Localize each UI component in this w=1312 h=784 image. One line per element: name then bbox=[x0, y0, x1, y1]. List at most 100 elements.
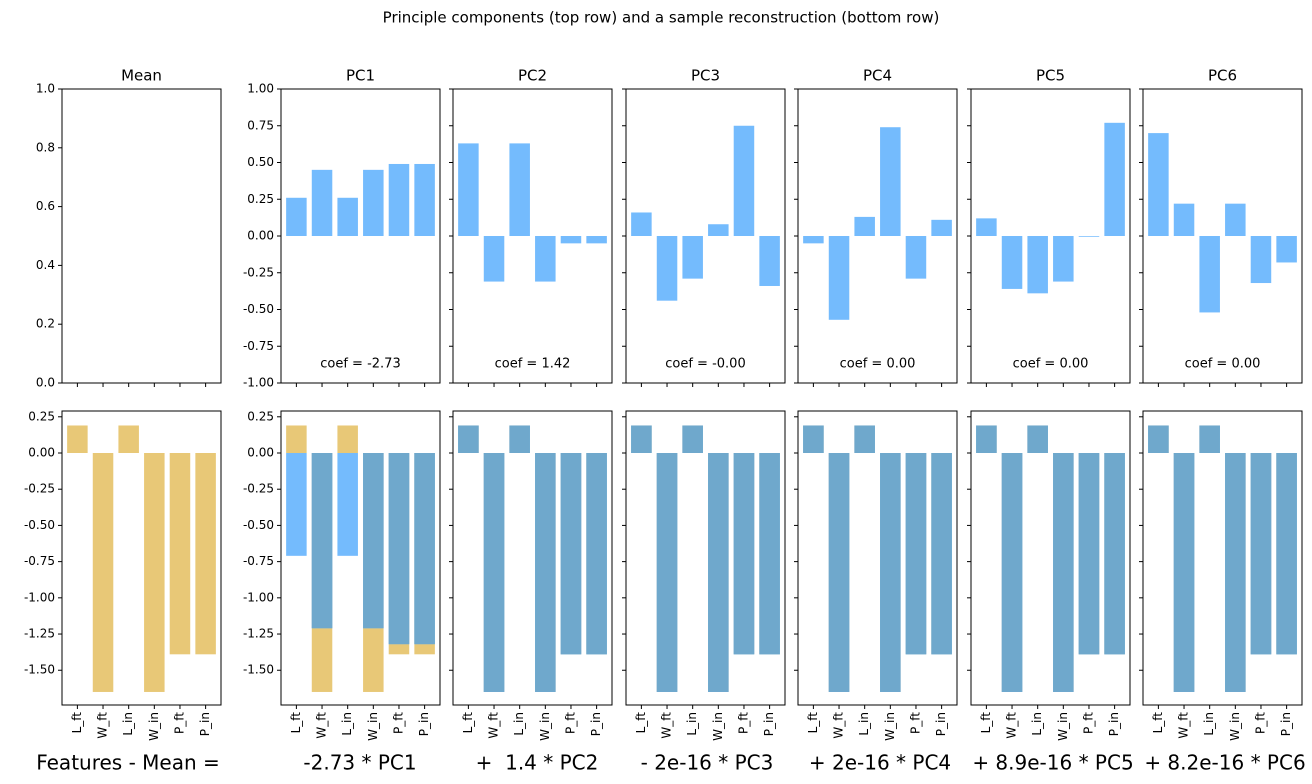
axes-frame bbox=[280, 410, 441, 706]
y-tick-label: 0.50 bbox=[247, 155, 274, 169]
equation-label: + 8.9e-16 * PC5 bbox=[972, 751, 1133, 775]
y-tick-label: -1.50 bbox=[243, 663, 274, 677]
y-tick-label: 0.8 bbox=[36, 140, 55, 154]
overlap-bar bbox=[854, 425, 875, 453]
x-tick-label: W_ft bbox=[487, 712, 501, 739]
bar bbox=[1250, 236, 1272, 284]
y-tick-label: -0.25 bbox=[243, 265, 274, 279]
axes-frame bbox=[625, 410, 786, 706]
overlap-bar bbox=[414, 453, 435, 645]
x-tick-label: P_ft bbox=[736, 712, 750, 734]
x-tick-label: W_in bbox=[711, 712, 725, 741]
x-tick-label: L_in bbox=[1030, 712, 1044, 736]
bar bbox=[388, 163, 410, 236]
panel-title: PC1 bbox=[346, 67, 375, 85]
y-tick-label: -1.00 bbox=[243, 590, 274, 604]
panel-title: PC4 bbox=[863, 67, 892, 85]
panel-title: Mean bbox=[121, 67, 162, 85]
annotation: coef = -0.00 bbox=[665, 357, 745, 372]
overlap-bar bbox=[880, 453, 901, 692]
bar bbox=[733, 125, 755, 236]
y-tick-label: -1.50 bbox=[24, 663, 55, 677]
x-tick-label: P_ft bbox=[563, 712, 577, 734]
y-tick-label: 0.0 bbox=[36, 376, 55, 390]
x-tick-label: W_in bbox=[883, 712, 897, 741]
overlap-bar bbox=[1148, 425, 1169, 453]
target-bar bbox=[92, 453, 114, 692]
x-tick-label: P_in bbox=[762, 712, 776, 736]
x-tick-label: P_ft bbox=[172, 712, 186, 734]
x-tick-label: P_ft bbox=[1253, 712, 1267, 734]
y-tick-label: 0.75 bbox=[247, 118, 274, 132]
y-tick-label: -1.00 bbox=[243, 376, 274, 390]
target-bar bbox=[169, 453, 191, 655]
x-tick-label: L_ft bbox=[70, 712, 84, 734]
x-tick-label: L_in bbox=[1202, 712, 1216, 736]
equation-label: Features - Mean = bbox=[36, 751, 220, 775]
x-tick-label: L_in bbox=[857, 712, 871, 736]
bar bbox=[586, 236, 607, 244]
panel-title: PC6 bbox=[1208, 67, 1237, 85]
bar bbox=[976, 218, 997, 236]
bar bbox=[931, 219, 952, 236]
equation-label: -2.73 * PC1 bbox=[303, 751, 416, 775]
bar bbox=[759, 236, 780, 286]
y-tick-label: -0.75 bbox=[243, 339, 274, 353]
axes-frame bbox=[797, 410, 958, 706]
x-tick-label: L_ft bbox=[461, 712, 475, 734]
axes-frame bbox=[452, 88, 613, 384]
axes-frame bbox=[970, 88, 1131, 384]
y-tick-label: -1.25 bbox=[243, 627, 274, 641]
y-tick-label: 1.0 bbox=[36, 82, 55, 96]
axes-frame bbox=[797, 88, 958, 384]
x-tick-label: W_in bbox=[538, 712, 552, 741]
overlap-bar bbox=[1078, 453, 1100, 655]
x-tick-label: L_in bbox=[121, 712, 135, 736]
x-tick-label: W_ft bbox=[1005, 712, 1019, 739]
x-tick-label: L_ft bbox=[634, 712, 648, 734]
bar bbox=[286, 197, 307, 236]
panel-title: PC5 bbox=[1036, 67, 1065, 85]
annotation: coef = 0.00 bbox=[1185, 357, 1261, 372]
overlap-bar bbox=[560, 453, 582, 655]
bar bbox=[905, 236, 927, 279]
x-tick-label: L_ft bbox=[1151, 712, 1165, 734]
axes-frame bbox=[625, 88, 786, 384]
x-tick-label: W_ft bbox=[1177, 712, 1191, 739]
target-bar bbox=[195, 453, 216, 655]
bar bbox=[337, 197, 358, 236]
target-bar bbox=[144, 453, 165, 692]
overlap-bar bbox=[931, 453, 952, 655]
axes-frame bbox=[61, 410, 222, 706]
reconstruction-bar bbox=[337, 453, 358, 556]
annotation: coef = 0.00 bbox=[1013, 357, 1089, 372]
x-tick-label: P_in bbox=[417, 712, 431, 736]
x-tick-label: L_ft bbox=[289, 712, 303, 734]
panel-title: PC2 bbox=[518, 67, 547, 85]
axes-frame bbox=[61, 88, 222, 384]
bar bbox=[1104, 122, 1125, 236]
y-tick-label: -0.50 bbox=[243, 518, 274, 532]
bar bbox=[803, 236, 824, 244]
overlap-bar bbox=[803, 425, 824, 453]
bar bbox=[1148, 133, 1169, 236]
y-tick-label: 0.25 bbox=[247, 409, 274, 423]
bar bbox=[1053, 236, 1074, 282]
bar bbox=[631, 212, 652, 236]
y-tick-label: 0.25 bbox=[28, 409, 55, 423]
overlap-bar bbox=[1001, 453, 1023, 692]
overlap-bar bbox=[458, 425, 479, 453]
x-tick-label: W_ft bbox=[96, 712, 110, 739]
y-tick-label: 0.00 bbox=[28, 446, 55, 460]
target-bar bbox=[67, 425, 88, 453]
y-tick-label: -0.50 bbox=[24, 518, 55, 532]
axes-frame bbox=[1142, 410, 1303, 706]
overlap-bar bbox=[1199, 425, 1220, 453]
overlap-bar bbox=[1276, 453, 1297, 655]
y-tick-label: 0.4 bbox=[36, 258, 55, 272]
bar bbox=[560, 236, 582, 244]
bar bbox=[854, 216, 875, 236]
x-tick-label: W_ft bbox=[660, 712, 674, 739]
overlap-bar bbox=[586, 453, 607, 655]
